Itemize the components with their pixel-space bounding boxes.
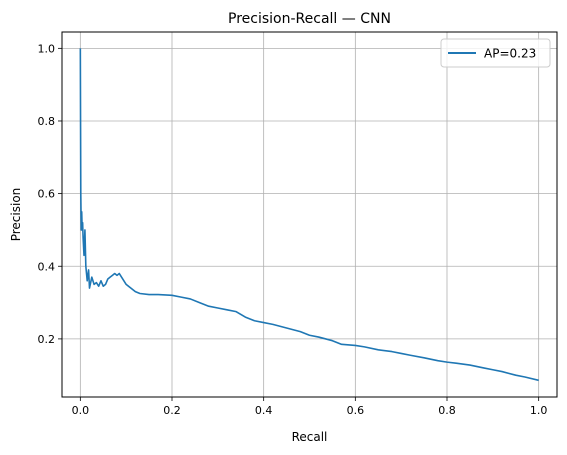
plot-area [62, 32, 557, 397]
x-axis-label: Recall [292, 430, 328, 444]
legend-box [440, 38, 551, 68]
series-line-pr-curve [79, 48, 539, 382]
y-tick-label: 1.0 [38, 42, 56, 55]
legend-series-label: AP=0.23 [484, 47, 536, 61]
ticks-layer: 0.0 0.2 0.4 0.6 0.8 1.0 0.2 0.4 0.6 0.8 1.0 [38, 42, 548, 417]
x-tick-label: 1.0 [530, 404, 548, 417]
grid-lines [62, 32, 557, 397]
legend: AP=0.23 [440, 38, 551, 68]
x-tick-label: 0.4 [255, 404, 273, 417]
x-tick-label: 0.2 [163, 404, 181, 417]
x-tick-label: 0.8 [438, 404, 456, 417]
x-tick-label: 0.0 [72, 404, 90, 417]
series-layer [79, 48, 539, 382]
y-tick-label: 0.8 [38, 115, 56, 128]
y-tick-label: 0.4 [38, 260, 56, 273]
y-axis-label: Precision [9, 188, 23, 242]
chart-title: Precision-Recall — CNN [228, 11, 391, 27]
y-tick-label: 0.6 [38, 188, 56, 201]
y-tick-label: 0.2 [38, 333, 56, 346]
axes-frame [61, 31, 558, 398]
x-tick-label: 0.6 [347, 404, 365, 417]
